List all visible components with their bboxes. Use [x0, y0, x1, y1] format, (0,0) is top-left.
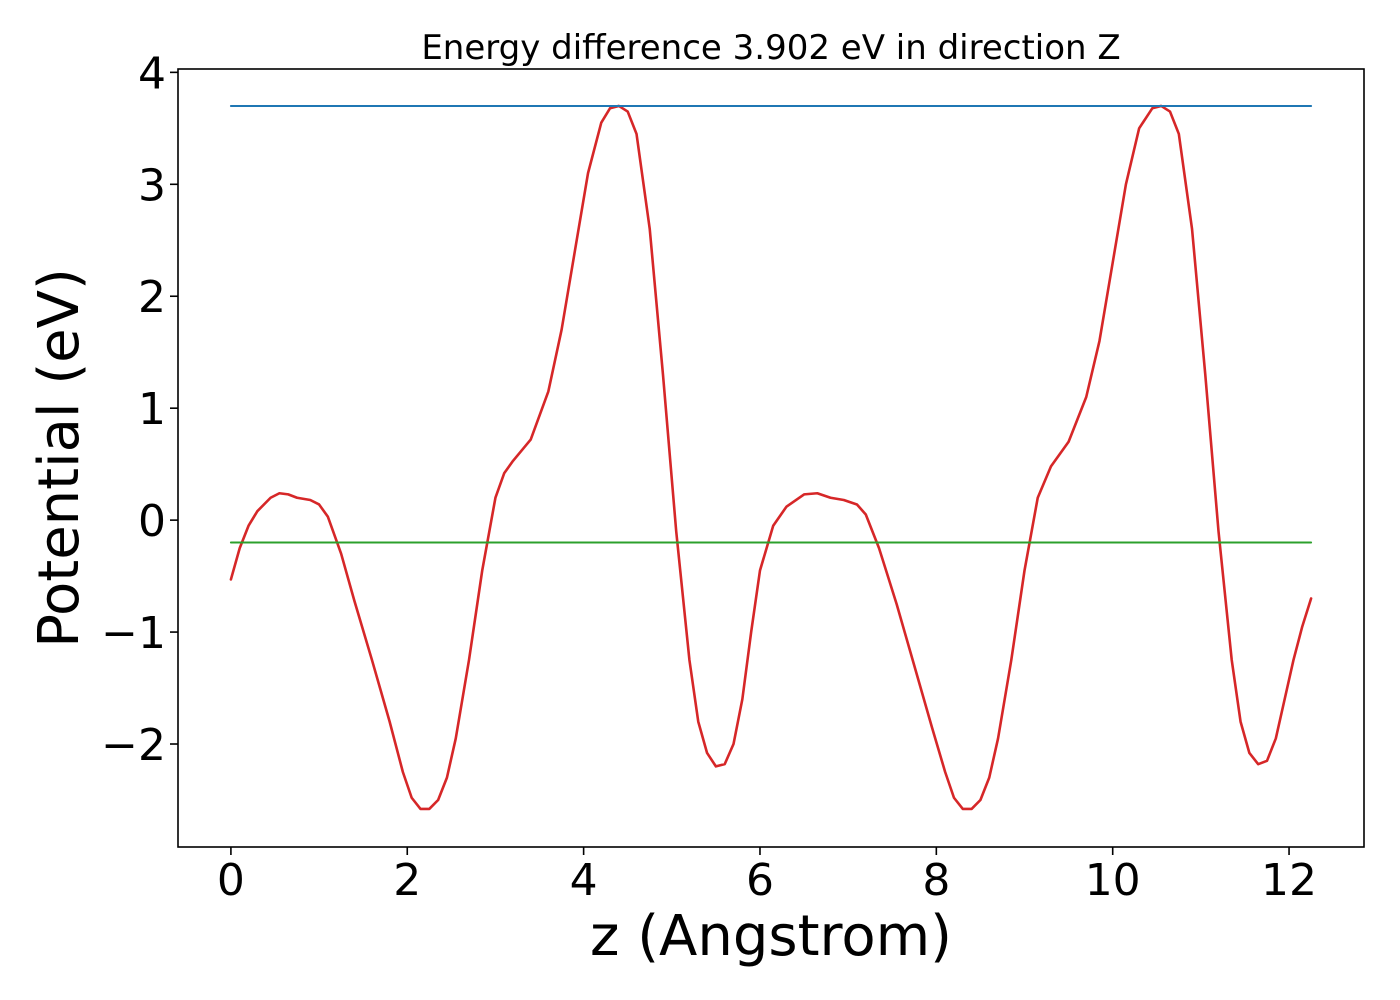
x-tick-label: 12: [1261, 855, 1317, 906]
y-tick-label: 0: [138, 496, 166, 547]
y-axis: −2 −1 0 1 2 3 4: [101, 48, 178, 771]
y-tick-label: 1: [138, 384, 166, 435]
x-tick-label: 0: [217, 855, 245, 906]
y-tick-label: 3: [138, 160, 166, 211]
y-tick-label: 4: [138, 48, 166, 99]
x-tick-label: 6: [746, 855, 774, 906]
y-tick-label: 2: [138, 272, 166, 323]
potential-curve: [229, 104, 1313, 811]
plot-frame: [177, 68, 1365, 848]
x-tick-label: 4: [570, 855, 598, 906]
x-axis: 0 2 4 6 8 10 12: [217, 847, 1317, 906]
x-tick-label: 8: [922, 855, 950, 906]
series-layer: [229, 104, 1313, 811]
x-tick-label: 10: [1085, 855, 1141, 906]
x-tick-label: 2: [393, 855, 421, 906]
y-tick-label: −1: [101, 608, 166, 659]
y-axis-label: Potential (eV): [27, 268, 92, 648]
chart-title: Energy difference 3.902 eV in direction …: [421, 28, 1120, 68]
x-axis-label: z (Angstrom): [590, 904, 952, 969]
y-tick-label: −2: [101, 720, 166, 771]
